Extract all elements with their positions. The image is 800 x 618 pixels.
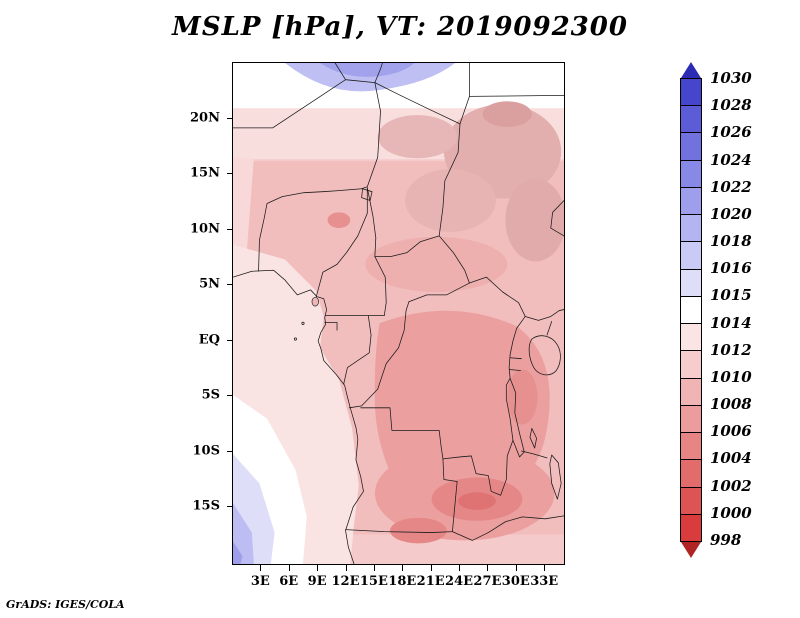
colorbar-label: 1024: [710, 150, 752, 169]
lon-tick-label: 12E: [331, 574, 360, 589]
colorbar-segment: [681, 215, 701, 243]
lon-tickmark: [544, 565, 546, 571]
lon-tick-label: 18E: [388, 574, 417, 589]
colorbar-label: 1022: [710, 177, 752, 196]
colorbar-label: 998: [710, 531, 742, 549]
lat-tickmark: [227, 506, 233, 508]
colorbar-segment: [681, 187, 701, 216]
colorbar-segments: [680, 78, 702, 542]
colorbar-segment: [681, 160, 701, 188]
lat-tick-label: 10S: [192, 443, 220, 459]
lat-tick-label: 5N: [199, 276, 220, 292]
colorbar-label: 1014: [710, 313, 752, 332]
lon-tick-label: 9E: [307, 574, 327, 589]
colorbar-labels: 1030 1028 1026 1024 1022 1020 1018 1016 1015 1014…: [710, 69, 770, 549]
lat-tickmark: [227, 117, 233, 119]
lat-tickmark: [227, 173, 233, 175]
lat-axis: 20N 15N 10N 5N EQ 5S 10S 15S: [150, 62, 233, 565]
lon-tickmark: [430, 565, 432, 571]
lon-tick-label: 6E: [279, 574, 299, 589]
lat-tick-label: 15N: [190, 165, 220, 181]
lat-tickmark: [227, 339, 233, 341]
lon-tick-label: 21E: [416, 574, 445, 589]
chart-title: MSLP [hPa], VT: 2019092300: [172, 12, 628, 42]
colorbar-label: 1004: [710, 449, 752, 468]
lon-tick-label: 15E: [359, 574, 388, 589]
lat-tickmark: [227, 228, 233, 230]
colorbar-arrow-down: [681, 542, 701, 558]
colorbar-label: 1028: [710, 96, 752, 115]
lat-tick-label: EQ: [198, 332, 220, 348]
lon-tick-label: 27E: [473, 574, 502, 589]
lon-tick-label: 24E: [445, 574, 474, 589]
lon-tickmark: [317, 565, 319, 571]
lat-tick-label: 10N: [190, 221, 220, 237]
lon-tick-label: 33E: [530, 574, 559, 589]
mslp-map-plot: [233, 63, 564, 564]
colorbar-label: 1020: [710, 204, 752, 223]
colorbar-segment: [681, 133, 701, 161]
colorbar-label: 1008: [710, 395, 752, 414]
lon-tickmark: [288, 565, 290, 571]
colorbar-label: 1018: [710, 232, 752, 251]
lon-tickmark: [260, 565, 262, 571]
lat-tick-label: 20N: [190, 110, 220, 126]
lon-tickmark: [373, 565, 375, 571]
colorbar-label: 1026: [710, 123, 752, 142]
colorbar-label: 1010: [710, 367, 752, 386]
colorbar-segment: [681, 514, 701, 541]
colorbar-label: 1030: [710, 69, 752, 87]
map-frame: [232, 62, 565, 565]
colorbar-segment: [681, 79, 701, 107]
colorbar-segment: [681, 269, 701, 297]
grads-credit: GrADS: IGES/COLA: [6, 598, 125, 611]
colorbar-segment: [681, 487, 701, 515]
colorbar-label: 1006: [710, 422, 752, 441]
lat-tickmark: [227, 450, 233, 452]
lon-tickmark: [515, 565, 517, 571]
colorbar-segment: [681, 460, 701, 488]
lon-tickmark: [345, 565, 347, 571]
lon-axis: 3E 6E 9E 12E 15E 18E 21E 24E 27E 30E 33E: [232, 565, 565, 592]
colorbar-segment: [681, 296, 701, 325]
lon-tickmark: [459, 565, 461, 571]
colorbar-label: 1000: [710, 503, 752, 522]
lat-tick-label: 15S: [192, 498, 220, 514]
colorbar-segment: [681, 242, 701, 270]
colorbar-label: 1002: [710, 476, 752, 495]
colorbar-segment: [681, 324, 701, 352]
colorbar-label: 1012: [710, 340, 752, 359]
lon-tickmark: [487, 565, 489, 571]
lat-tick-label: 5S: [201, 387, 220, 403]
colorbar-segment: [681, 351, 701, 379]
lon-tick-label: 30E: [501, 574, 530, 589]
colorbar-arrow-up: [681, 62, 701, 78]
colorbar-segment: [681, 378, 701, 406]
lon-tickmark: [402, 565, 404, 571]
colorbar-segment: [681, 106, 701, 134]
colorbar: [680, 62, 702, 558]
lat-tickmark: [227, 395, 233, 397]
lon-tick-label: 3E: [250, 574, 270, 589]
colorbar-label: 1016: [710, 259, 752, 278]
colorbar-segment: [681, 433, 701, 461]
colorbar-segment: [681, 405, 701, 434]
lat-tickmark: [227, 284, 233, 286]
colorbar-label: 1015: [710, 286, 752, 305]
